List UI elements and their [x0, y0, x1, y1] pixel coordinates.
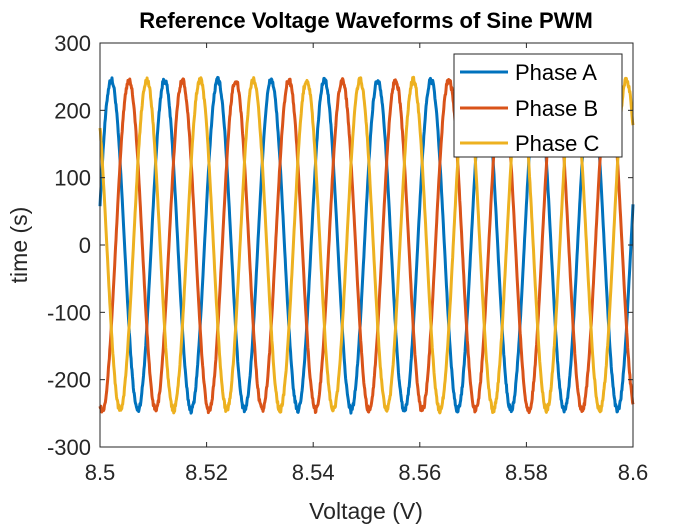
- x-tick-label: 8.56: [398, 460, 441, 485]
- chart-title: Reference Voltage Waveforms of Sine PWM: [139, 8, 593, 33]
- y-axis-ticks: 300 200 100 0 -100 -200 -300: [47, 31, 633, 460]
- y-tick-label: 300: [54, 31, 91, 56]
- y-tick-label: 0: [79, 233, 91, 258]
- y-tick-label: -100: [47, 300, 91, 325]
- x-tick-label: 8.6: [618, 460, 649, 485]
- x-tick-label: 8.54: [292, 460, 335, 485]
- legend-label-phase-c: Phase C: [515, 131, 599, 156]
- y-tick-label: 100: [54, 166, 91, 191]
- x-tick-label: 8.5: [85, 460, 116, 485]
- y-tick-label: -300: [47, 435, 91, 460]
- series-line-phase-b: [98, 75, 635, 415]
- series-line-phase-c: [98, 75, 635, 415]
- x-tick-label: 8.52: [185, 460, 228, 485]
- y-axis-label: time (s): [6, 207, 32, 284]
- y-tick-label: -200: [47, 368, 91, 393]
- y-tick-label: 200: [54, 98, 91, 123]
- legend: Phase A Phase B Phase C: [453, 53, 623, 158]
- legend-label-phase-a: Phase A: [515, 60, 597, 85]
- x-tick-label: 8.58: [505, 460, 548, 485]
- x-axis-label: Voltage (V): [309, 498, 423, 524]
- x-axis-ticks: 8.5 8.52 8.54 8.56 8.58 8.6: [85, 43, 649, 485]
- axes-box: [99, 42, 634, 448]
- legend-label-phase-b: Phase B: [515, 96, 598, 121]
